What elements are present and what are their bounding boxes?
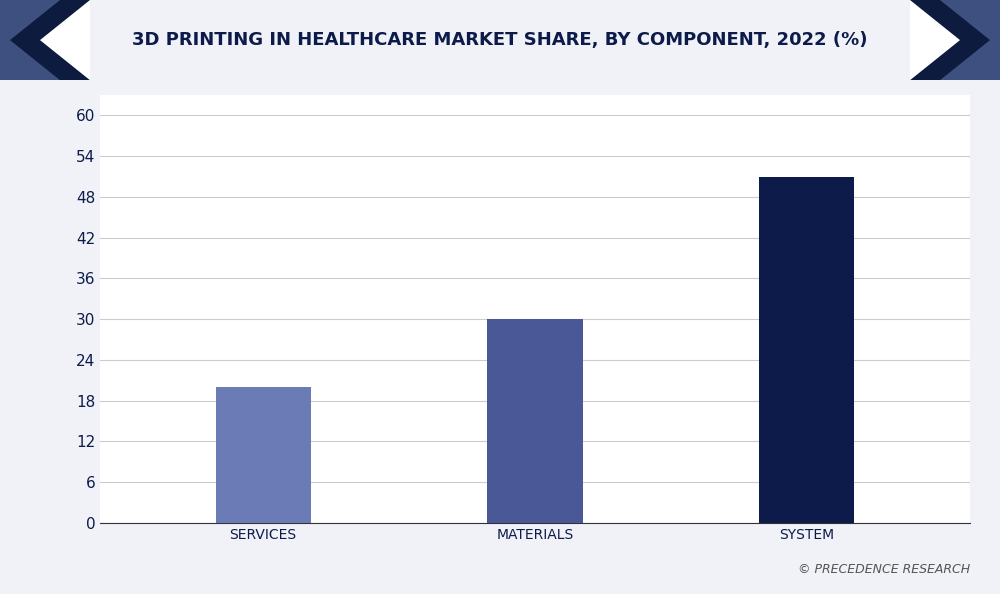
Text: 3D PRINTING IN HEALTHCARE MARKET SHARE, BY COMPONENT, 2022 (%): 3D PRINTING IN HEALTHCARE MARKET SHARE, …	[132, 31, 868, 49]
Polygon shape	[0, 32, 60, 80]
Polygon shape	[940, 32, 1000, 80]
Text: © PRECEDENCE RESEARCH: © PRECEDENCE RESEARCH	[798, 563, 970, 576]
Bar	[759, 176, 854, 523]
Polygon shape	[0, 0, 60, 48]
Polygon shape	[910, 0, 960, 80]
Polygon shape	[0, 0, 90, 80]
Bar	[487, 319, 583, 523]
Bar	[216, 387, 311, 523]
Polygon shape	[940, 0, 1000, 48]
Polygon shape	[910, 0, 1000, 80]
Polygon shape	[40, 0, 90, 80]
